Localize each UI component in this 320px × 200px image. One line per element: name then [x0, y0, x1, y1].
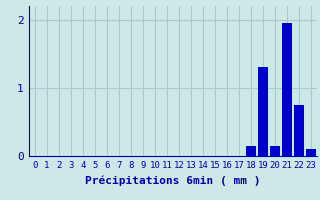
Bar: [270, 146, 280, 156]
Bar: [258, 67, 268, 156]
Bar: [294, 105, 304, 156]
Bar: [282, 23, 292, 156]
X-axis label: Précipitations 6min ( mm ): Précipitations 6min ( mm ): [85, 175, 260, 186]
Bar: [306, 149, 316, 156]
Bar: [246, 146, 256, 156]
